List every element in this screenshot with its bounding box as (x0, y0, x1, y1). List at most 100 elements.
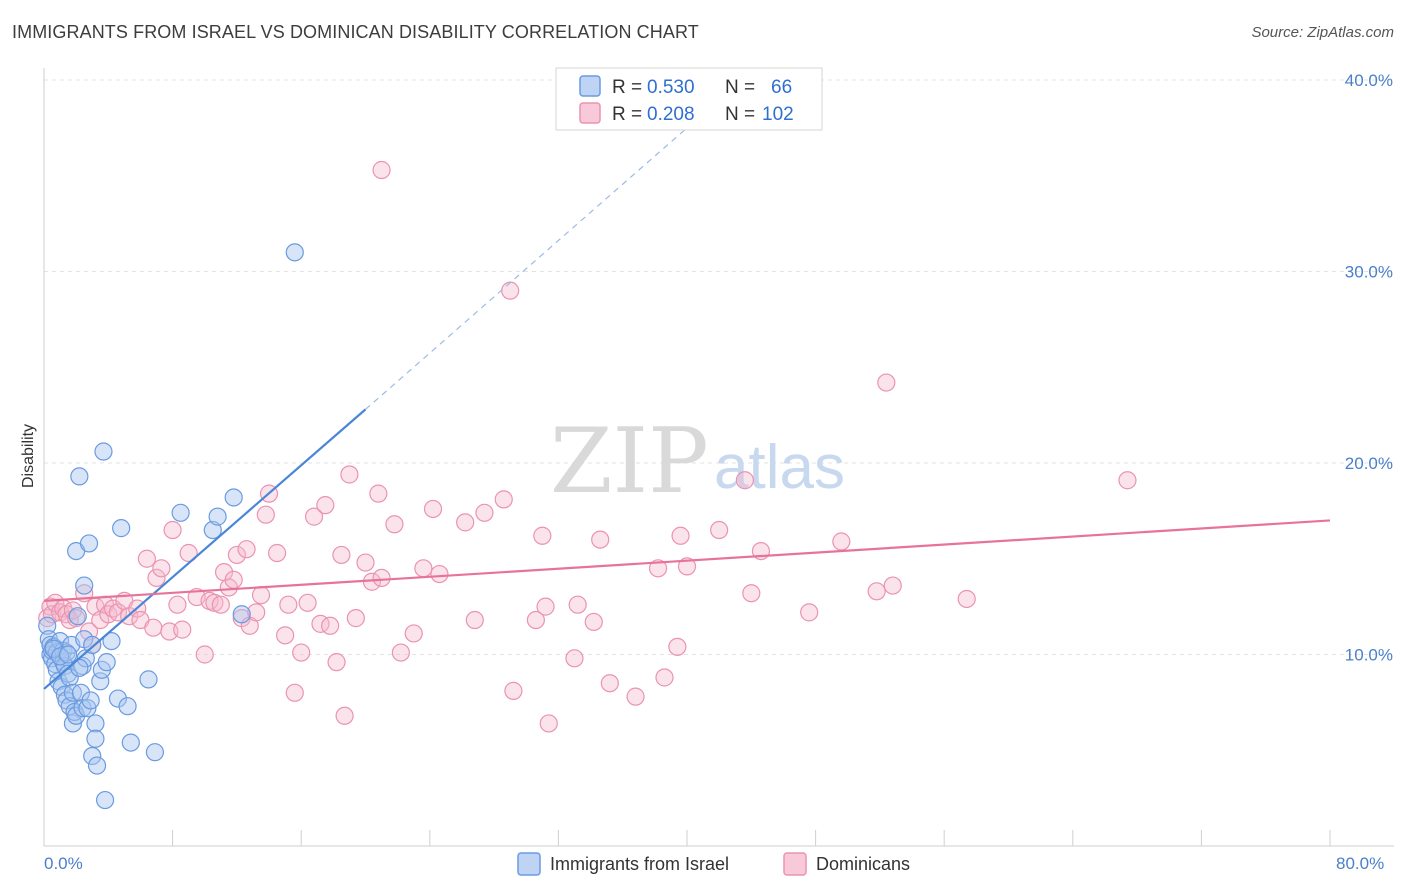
legend-r-value-dominicans: 0.208 (647, 104, 695, 125)
point-dominican (292, 643, 311, 662)
point-israel (145, 743, 165, 762)
watermark-zip: ZIP (550, 409, 709, 514)
point-israel (118, 697, 137, 716)
point-israel (71, 683, 91, 702)
point-israel (108, 689, 128, 708)
point-dominican (735, 471, 754, 490)
point-israel (81, 691, 100, 710)
legend-r-label-dominicans: R = (612, 104, 642, 125)
point-dominican (298, 593, 317, 612)
trend-line-dominican (43, 519, 1331, 602)
legend-bottom-swatch-israel (517, 852, 541, 876)
point-dominican (501, 281, 520, 300)
legend-bottom-label-dominicans: Dominicans (816, 854, 910, 874)
point-dominican (533, 526, 552, 545)
y-tick-label: 10.0% (1345, 646, 1393, 665)
x-tick-label-max: 80.0% (1336, 854, 1384, 873)
point-israel (38, 616, 57, 635)
point-dominican (742, 584, 761, 603)
point-dominican (205, 593, 224, 612)
point-dominican (677, 557, 697, 576)
point-dominican (179, 543, 198, 563)
point-israel (97, 653, 116, 672)
y-tick-labels: 10.0% 20.0% 30.0% 40.0% (1345, 71, 1393, 665)
point-dominican (247, 603, 266, 622)
point-israel (91, 672, 110, 691)
point-israel (224, 488, 243, 507)
watermark-atlas: atlas (714, 433, 845, 502)
point-israel (208, 507, 227, 526)
legend-bottom-swatch-dominicans (783, 852, 807, 876)
point-dominican (800, 603, 819, 622)
point-dominican (465, 610, 484, 630)
point-dominican (369, 484, 388, 503)
point-dominican (883, 576, 902, 595)
point-dominican (832, 532, 851, 551)
point-israel (95, 790, 115, 810)
point-dominican (539, 714, 558, 733)
point-dominican (316, 496, 335, 515)
point-dominican (536, 597, 555, 616)
point-israel (203, 520, 222, 540)
point-dominican (372, 568, 391, 588)
point-israel (171, 503, 190, 522)
point-israel (94, 442, 113, 461)
legend-swatch-israel (579, 75, 601, 97)
legend-bottom-label-israel: Immigrants from Israel (550, 854, 729, 874)
point-israel (75, 576, 94, 595)
point-dominican (668, 637, 687, 656)
point-dominican (1118, 471, 1137, 490)
point-israel (68, 607, 87, 626)
point-israel (83, 746, 102, 766)
point-dominican (237, 540, 256, 559)
trend-line-israel-extension (365, 127, 688, 410)
legend-n-label-israel: N = (725, 77, 755, 98)
x-tick-label-min: 0.0% (44, 854, 83, 873)
point-israel (285, 243, 304, 262)
point-israel (79, 534, 99, 553)
y-axis-label: Disability (20, 424, 37, 488)
point-dominican (251, 586, 271, 605)
point-israel (112, 519, 131, 538)
point-dominican (671, 526, 690, 545)
point-israel (139, 670, 158, 689)
point-dominican (356, 553, 375, 572)
point-dominican (163, 520, 182, 540)
point-dominican (144, 618, 163, 637)
point-israel (86, 714, 105, 733)
point-dominican (475, 503, 494, 522)
point-dominican (346, 609, 365, 628)
point-dominican (340, 465, 359, 484)
point-dominican (332, 545, 351, 565)
point-dominican (147, 568, 166, 588)
point-dominican (152, 559, 171, 578)
point-dominican (600, 674, 619, 693)
legend-n-value-dominicans: 102 (762, 104, 794, 125)
point-israel (102, 631, 121, 651)
point-dominican (195, 645, 214, 664)
point-dominican (372, 160, 391, 180)
point-dominican (877, 373, 896, 392)
point-dominican (173, 620, 192, 639)
point-dominican (285, 683, 304, 702)
y-tick-label: 20.0% (1345, 454, 1393, 473)
legend-swatch-dominicans (579, 102, 601, 124)
point-israel (121, 733, 140, 752)
point-dominican (648, 559, 668, 578)
trend-lines (43, 127, 1331, 690)
point-dominican (494, 490, 513, 509)
y-tick-label: 40.0% (1345, 71, 1393, 90)
point-israel (60, 668, 79, 687)
point-dominican (504, 681, 523, 700)
point-israel (232, 605, 251, 624)
point-dominican (267, 543, 287, 563)
point-dominican (304, 507, 324, 526)
legend-n-value-israel: 66 (771, 77, 792, 98)
point-dominican (321, 616, 340, 635)
point-israel (86, 729, 105, 748)
point-dominican (108, 603, 128, 622)
point-dominican (957, 589, 976, 609)
point-dominican (867, 582, 886, 601)
point-dominican (584, 612, 603, 632)
